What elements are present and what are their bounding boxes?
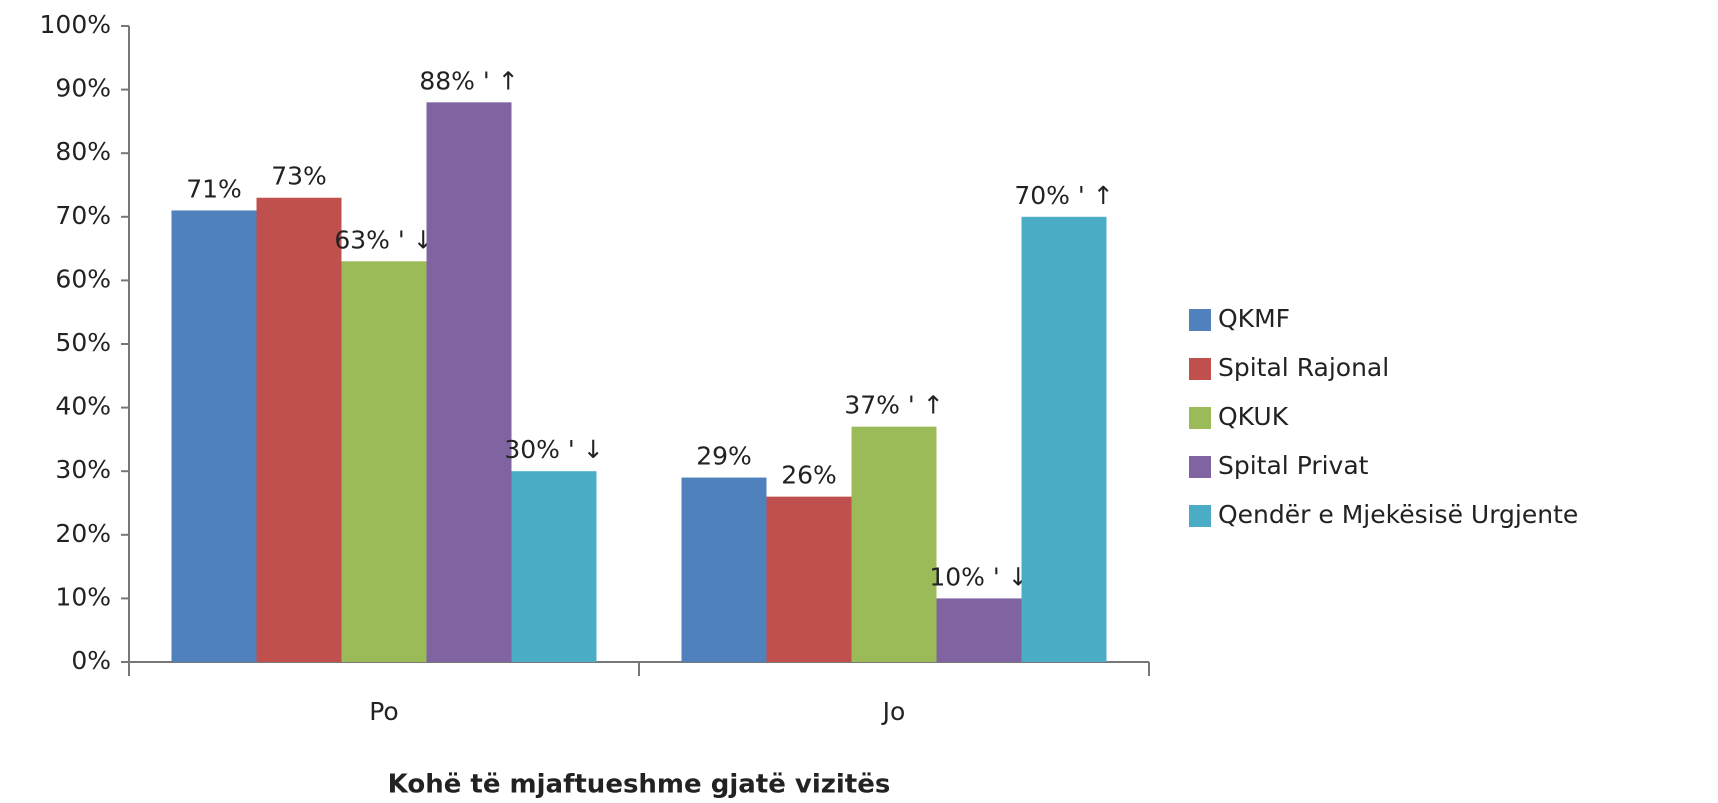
- data-label: 70% ' ↑: [1014, 181, 1113, 210]
- legend-label: QKUK: [1218, 402, 1289, 431]
- legend-swatch: [1189, 456, 1211, 478]
- legend-swatch: [1189, 407, 1211, 429]
- data-label: 30% ' ↓: [504, 435, 603, 464]
- data-label: 63% ' ↓: [334, 225, 433, 254]
- y-tick-label: 20%: [55, 519, 111, 548]
- legend-label: Spital Privat: [1218, 451, 1369, 480]
- bar: [936, 598, 1022, 662]
- x-tick-label: Jo: [881, 697, 906, 726]
- legend-label: Qendër e Mjekësisë Urgjente: [1218, 500, 1578, 529]
- bar: [851, 426, 937, 662]
- bar: [426, 102, 512, 662]
- legend-label: Spital Rajonal: [1218, 353, 1389, 382]
- bar: [511, 471, 597, 662]
- data-label: 26%: [781, 461, 837, 490]
- y-tick-label: 60%: [55, 264, 111, 293]
- x-tick-label: Po: [369, 697, 398, 726]
- y-tick-label: 50%: [55, 328, 111, 357]
- y-tick-label: 80%: [55, 137, 111, 166]
- bar: [681, 477, 767, 662]
- legend-swatch: [1189, 505, 1211, 527]
- data-label: 71%: [186, 174, 242, 203]
- legend-swatch: [1189, 309, 1211, 331]
- y-tick-label: 40%: [55, 392, 111, 421]
- bar: [256, 197, 342, 662]
- y-tick-label: 70%: [55, 201, 111, 230]
- data-label: 37% ' ↑: [844, 391, 943, 420]
- data-label: 10% ' ↓: [929, 562, 1028, 591]
- bar: [1021, 216, 1107, 663]
- bar: [341, 261, 427, 662]
- legend-label: QKMF: [1218, 304, 1290, 333]
- bar: [171, 210, 257, 662]
- y-tick-label: 100%: [40, 10, 111, 39]
- y-tick-label: 30%: [55, 455, 111, 484]
- data-label: 88% ' ↑: [419, 66, 518, 95]
- legend-swatch: [1189, 358, 1211, 380]
- y-tick-label: 90%: [55, 74, 111, 103]
- y-tick-label: 0%: [71, 646, 111, 675]
- y-tick-label: 10%: [55, 582, 111, 611]
- x-axis-title: Kohë të mjaftueshme gjatë vizitës: [388, 770, 891, 800]
- bar: [766, 496, 852, 662]
- data-label: 73%: [271, 162, 327, 191]
- data-label: 29%: [696, 442, 752, 471]
